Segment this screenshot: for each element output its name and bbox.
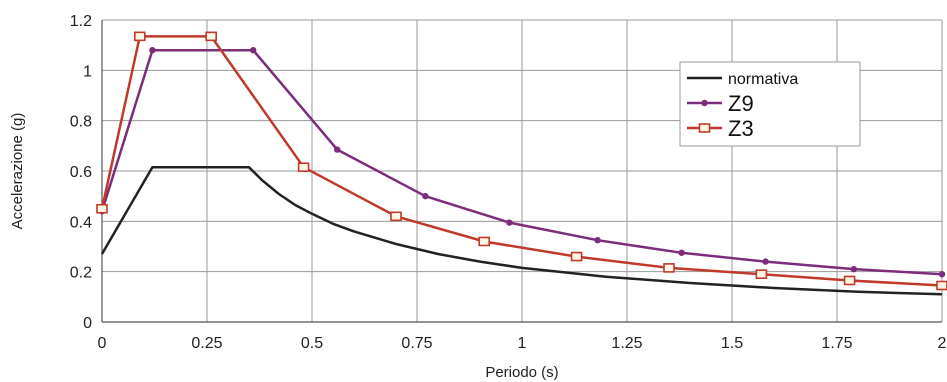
- axis-layer: [101, 20, 942, 323]
- data-point-z9: [678, 249, 685, 256]
- y-tick-label: 0.2: [70, 265, 92, 282]
- data-point-z9: [422, 192, 429, 200]
- x-tick-label: 0.5: [301, 335, 323, 352]
- data-point-z3: [663, 263, 675, 273]
- legend-marker-z3: [698, 123, 711, 133]
- data-point-z3: [936, 280, 947, 291]
- x-tick-label: 0: [98, 335, 107, 352]
- legend-label-normativa: normativa: [728, 71, 798, 88]
- y-tick-label: 0.8: [70, 114, 92, 131]
- data-point-z3: [96, 203, 108, 214]
- y-tick-label: 0: [83, 315, 92, 332]
- data-point-z3: [297, 162, 310, 173]
- series-z3: [96, 31, 947, 291]
- data-point-z3: [755, 269, 768, 279]
- data-point-z3: [843, 275, 856, 286]
- data-point-z9: [594, 237, 601, 244]
- data-point-z9: [506, 219, 513, 226]
- y-tick-label: 1: [83, 63, 92, 80]
- data-point-z3: [390, 211, 402, 222]
- data-point-z3: [205, 31, 217, 42]
- series-line-normativa: [100, 165, 943, 296]
- data-point-z9: [250, 47, 257, 54]
- tick-label-layer: 0 0.25 0.5 0.75 1 1.25 1.5 1.75 2 0 0.2 0.4 0.6 0.8 1 1…: [70, 13, 947, 352]
- x-axis-title: Periodo (s): [485, 364, 558, 381]
- y-axis-title: Accelerazione (g): [9, 113, 26, 230]
- data-point-z9: [334, 146, 341, 153]
- legend-label-z9: Z9: [728, 91, 754, 116]
- x-tick-label: 0.25: [191, 335, 222, 352]
- x-tick-label: 2: [938, 335, 947, 352]
- data-point-z9: [149, 47, 156, 54]
- y-tick-label: 0.6: [70, 164, 92, 181]
- legend-label-z3: Z3: [728, 116, 754, 141]
- legend-marker-z9: [701, 99, 708, 107]
- x-tick-label: 0.75: [401, 335, 432, 352]
- x-tick-label: 1.75: [821, 335, 852, 352]
- data-point-z3: [478, 236, 491, 247]
- data-point-z3: [134, 31, 146, 42]
- x-tick-label: 1: [518, 335, 527, 352]
- y-tick-label: 1.2: [70, 13, 92, 30]
- y-tick-label: 0.4: [70, 214, 92, 231]
- x-tick-label: 1.25: [611, 335, 642, 352]
- data-point-z9: [762, 258, 769, 265]
- series-normativa: [100, 165, 943, 296]
- series-layer: [96, 31, 947, 296]
- x-tick-label: 1.5: [721, 335, 743, 352]
- data-point-z3: [570, 251, 583, 262]
- data-point-z9: [938, 270, 946, 278]
- data-point-z9: [850, 265, 857, 273]
